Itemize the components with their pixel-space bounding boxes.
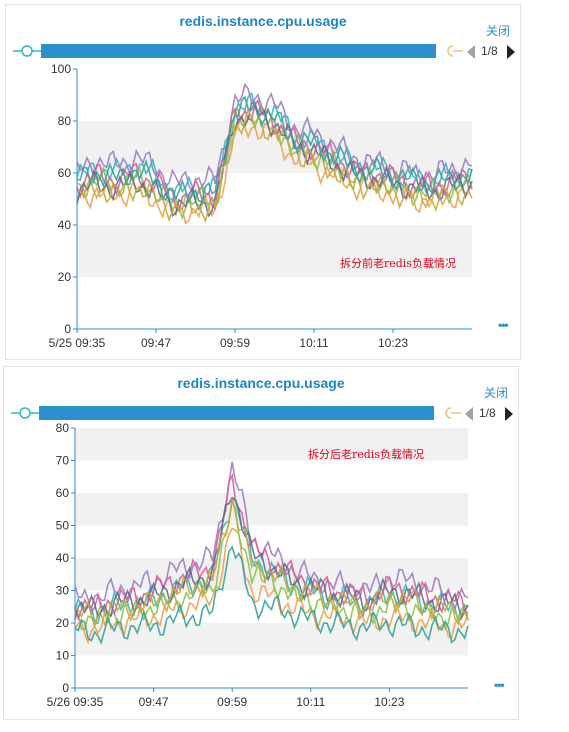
range-slider-right-handle-icon[interactable]	[439, 44, 463, 58]
y-tick-label: 20	[58, 270, 72, 284]
chart-annotation: 拆分后老redis负载情况	[308, 448, 424, 461]
next-page-icon[interactable]	[507, 45, 515, 59]
series-line	[76, 102, 473, 218]
y-tick-label: 60	[58, 166, 72, 180]
series-line	[76, 95, 473, 204]
y-tick-label: 40	[58, 218, 72, 232]
range-slider-right-handle-icon[interactable]	[437, 406, 461, 420]
line-chart: 0 10 20 30 40 50 60 70 80 5/26 09:35 09:47 09:59 10:…	[47, 421, 469, 709]
x-tick-label: 09:47	[139, 695, 169, 709]
y-tick-label: 40	[56, 551, 70, 565]
grid-band	[75, 623, 468, 656]
chart-title: redis.instance.cpu.usage	[177, 375, 345, 391]
x-tick-label: 10:11	[299, 336, 328, 350]
range-slider-bar[interactable]	[39, 406, 434, 420]
x-tick-label: 10:23	[378, 336, 408, 350]
grid-band	[75, 428, 468, 461]
chart-panel-1: redis.instance.cpu.usage 关闭 1/8 0 20 40 60 8…	[5, 4, 521, 360]
range-slider-left-handle-icon[interactable]	[13, 44, 41, 58]
y-tick-label: 20	[56, 616, 70, 630]
line-chart: 0 20 40 60 80 100 5/25 09:35 09:47 09:59 10:11 10:…	[49, 62, 473, 350]
page-indicator: 1/8	[481, 44, 498, 58]
x-tick-label: 5/26 09:35	[47, 695, 104, 709]
previous-page-icon[interactable]	[467, 45, 475, 59]
series-line	[74, 498, 469, 629]
series-line	[74, 496, 469, 621]
series-line	[76, 106, 473, 224]
y-tick-label: 60	[56, 486, 70, 500]
y-tick-label: 100	[51, 62, 71, 76]
x-tick-label: 09:47	[141, 336, 171, 350]
grid-band	[75, 493, 468, 526]
chart-annotation: 拆分前老redis负载情况	[340, 257, 456, 270]
y-tick-label: 0	[62, 681, 69, 695]
more-options-icon[interactable]: •••	[494, 678, 505, 692]
more-options-icon[interactable]: •••	[498, 318, 509, 332]
y-tick-label: 80	[58, 114, 72, 128]
next-page-icon[interactable]	[505, 407, 513, 421]
y-tick-label: 10	[56, 649, 70, 663]
chart-title: redis.instance.cpu.usage	[179, 13, 347, 29]
chart-panel-2: redis.instance.cpu.usage 关闭 1/8 0 10 20 30 4…	[3, 366, 519, 720]
page-indicator: 1/8	[479, 406, 496, 420]
y-tick-label: 50	[56, 519, 70, 533]
range-slider-bar[interactable]	[41, 44, 436, 58]
x-tick-label: 09:59	[217, 695, 247, 709]
series-line	[76, 82, 473, 194]
close-button[interactable]: 关闭	[483, 386, 508, 400]
y-tick-label: 0	[64, 322, 71, 336]
x-tick-label: 10:11	[296, 695, 325, 709]
x-tick-label: 09:59	[220, 336, 250, 350]
series-line	[74, 461, 469, 616]
previous-page-icon[interactable]	[465, 407, 473, 421]
x-tick-label: 5/25 09:35	[49, 336, 106, 350]
range-slider-left-handle-icon[interactable]	[11, 406, 39, 420]
x-tick-label: 10:23	[374, 695, 404, 709]
y-tick-label: 70	[56, 454, 70, 468]
y-tick-label: 80	[56, 421, 70, 435]
series-line	[74, 545, 469, 645]
close-button[interactable]: 关闭	[485, 24, 510, 38]
y-tick-label: 30	[56, 584, 70, 598]
grid-band	[77, 225, 472, 277]
